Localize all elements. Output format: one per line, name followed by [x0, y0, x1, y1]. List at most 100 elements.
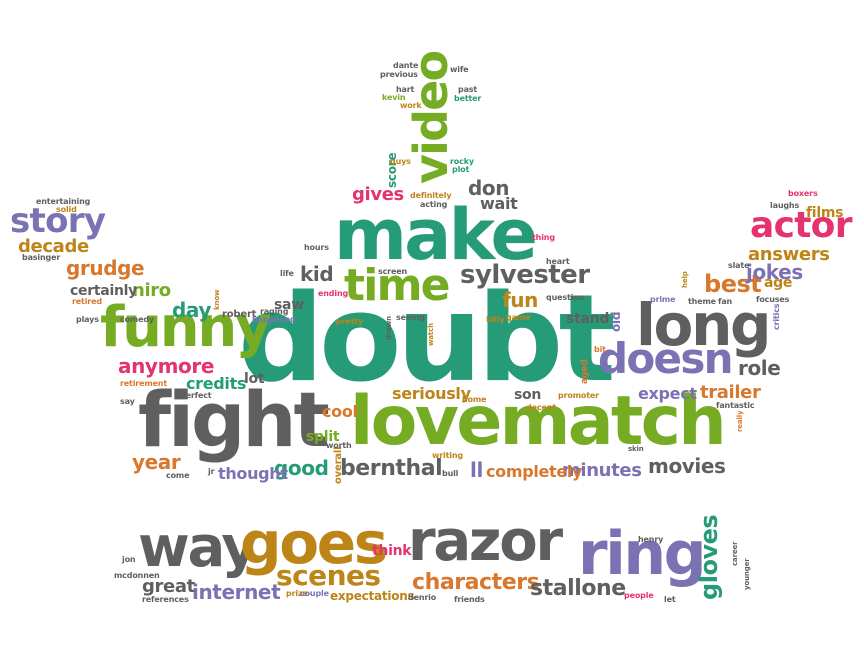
- word-bernthal: bernthal: [340, 456, 443, 481]
- word-grudge: grudge: [66, 256, 145, 280]
- word-life: life: [280, 269, 294, 278]
- word-fight: fight: [138, 375, 330, 464]
- word-plays: plays: [76, 315, 99, 324]
- word-characters: characters: [412, 570, 540, 595]
- word-kid: kid: [300, 262, 334, 286]
- word-retired: retired: [72, 297, 102, 306]
- word-critics: critics: [772, 303, 781, 330]
- word-solid: solid: [56, 205, 77, 214]
- word-watch: watch: [427, 323, 435, 346]
- word-screen: screen: [378, 267, 408, 276]
- word-role: role: [738, 356, 781, 380]
- word-writing: writing: [432, 451, 463, 460]
- word-good: good: [274, 456, 329, 480]
- word-question: question: [546, 293, 585, 302]
- word-cool: cool: [322, 402, 358, 421]
- word-skin: skin: [628, 445, 644, 453]
- word-work: work: [400, 101, 422, 110]
- word-career: career: [731, 541, 739, 566]
- word-perfect: perfect: [180, 391, 212, 400]
- word-references: references: [142, 595, 189, 604]
- word-worth: worth: [326, 441, 352, 450]
- word-story: story: [10, 201, 106, 241]
- word-doubt: doubt: [238, 270, 616, 409]
- word-people: people: [624, 591, 654, 600]
- word-lovematch: lovematch: [350, 382, 727, 461]
- word-game: game: [506, 313, 531, 322]
- word-robert: robert: [222, 309, 257, 320]
- word-actor: actor: [750, 205, 852, 246]
- word-time: time: [344, 260, 451, 311]
- word-better: better: [454, 94, 482, 103]
- word-know: know: [213, 289, 221, 310]
- word-henry: henry: [638, 535, 664, 544]
- word-hours: hours: [304, 243, 329, 252]
- word-expectations: expectations: [330, 589, 415, 603]
- word-doesn: doesn: [598, 334, 734, 383]
- word-focuses: focuses: [756, 295, 790, 304]
- word-plot: plot: [452, 165, 470, 174]
- word-internet: internet: [192, 580, 281, 604]
- word-pretty: pretty: [336, 317, 364, 326]
- word-wife: wife: [450, 65, 469, 74]
- word-movies: movies: [648, 454, 726, 478]
- word-way: way: [138, 515, 258, 580]
- word-day: day: [172, 298, 212, 322]
- word-decade: decade: [18, 236, 89, 257]
- word-great: great: [142, 576, 195, 597]
- word-lot: lot: [244, 371, 265, 387]
- word-certainly: certainly: [70, 283, 138, 299]
- word-billy: billy: [486, 315, 505, 324]
- word-slate: slate: [728, 261, 750, 270]
- word-make: make: [334, 194, 538, 276]
- word-goes: goes: [240, 509, 388, 577]
- word-mcdonnen: mcdonnen: [114, 571, 160, 580]
- word-younger: younger: [743, 558, 751, 590]
- word-kevin: kevin: [382, 93, 406, 102]
- word-definitely: definitely: [410, 191, 452, 200]
- word-thought: thought: [218, 464, 288, 483]
- word-say: say: [120, 397, 135, 406]
- word-drawn: drawn: [385, 316, 393, 340]
- word-saw: saw: [274, 297, 304, 313]
- word-laughs: laughs: [770, 201, 800, 210]
- word-aged: aged: [580, 359, 590, 384]
- word-prize: prize: [286, 589, 308, 598]
- word-trailer: trailer: [700, 382, 761, 403]
- word-gloves: gloves: [695, 514, 723, 600]
- word-expect: expect: [638, 384, 697, 403]
- word-ll: ll: [470, 458, 483, 482]
- word-minutes: minutes: [562, 460, 642, 481]
- word-films: films: [806, 205, 844, 221]
- word-fun: fun: [502, 288, 538, 312]
- word-jr: jr: [208, 467, 215, 476]
- word-prime: prime: [650, 295, 676, 304]
- word-split: split: [306, 429, 340, 445]
- word-comedy: comedy: [120, 315, 154, 324]
- word-fantastic: fantastic: [716, 401, 755, 410]
- word-year: year: [132, 450, 181, 474]
- word-boxers: boxers: [788, 189, 818, 198]
- word-entertaining: entertaining: [36, 197, 91, 206]
- word-come: come: [166, 471, 190, 480]
- word-help: help: [681, 271, 689, 288]
- word-seriously: seriously: [392, 384, 471, 403]
- word-home: home: [462, 395, 487, 404]
- word-scenes: scenes: [276, 559, 381, 592]
- word-long: long: [636, 291, 772, 359]
- word-happened: happened: [252, 315, 296, 324]
- word-gives: gives: [352, 184, 404, 205]
- word-jon: jon: [122, 555, 136, 564]
- word-previous: previous: [380, 70, 418, 79]
- word-let: let: [664, 595, 676, 604]
- word-couple: couple: [300, 589, 329, 598]
- word-past: past: [458, 85, 478, 94]
- word-credits: credits: [186, 374, 247, 393]
- word-friends: friends: [454, 595, 485, 604]
- word-funny: funny: [100, 295, 272, 360]
- word-raging: raging: [260, 307, 289, 316]
- word-jokes: jokes: [746, 260, 803, 284]
- word-fan: fan: [718, 297, 733, 306]
- word-ending: ending: [318, 289, 349, 298]
- word-theme: theme: [688, 297, 716, 306]
